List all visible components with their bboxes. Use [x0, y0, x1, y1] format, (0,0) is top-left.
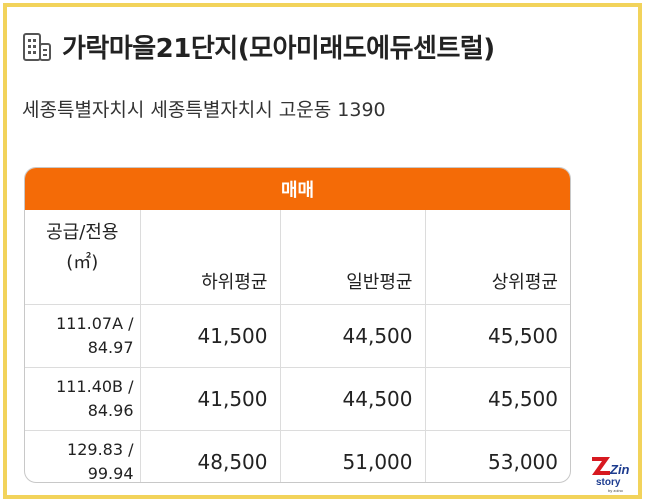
svg-text:story: story [596, 477, 621, 488]
low-average-cell: 41,500 [140, 367, 281, 431]
area-header-line1: 공급/전용 [46, 222, 119, 243]
mid-average-cell: 44,500 [280, 367, 426, 431]
price-table-card: 매매 공급/전용 (㎡) 하위평균 일반평균 상위평균 111.07A / [24, 167, 571, 483]
mid-average-cell: 44,500 [280, 304, 426, 368]
table-section-header: 매매 [25, 168, 570, 210]
title-row: 가락마을21단지(모아미래도에듀센트럴) [22, 28, 495, 65]
low-average-header: 하위평균 [140, 210, 281, 305]
high-average-cell: 45,500 [425, 304, 570, 368]
address-text: 세종특별자치시 세종특별자치시 고운동 1390 [22, 99, 386, 121]
area-cell: 111.07A / 84.97 [25, 304, 141, 368]
area-column-header: 공급/전용 (㎡) [25, 210, 141, 305]
high-average-cell: 53,000 [488, 450, 558, 474]
mid-average-cell: 51,000 [280, 430, 426, 482]
mid-average-header: 일반평균 [280, 210, 426, 305]
area-header-line2: (㎡) [66, 252, 99, 273]
exclusive-area: 84.96 [87, 401, 134, 420]
building-icon [23, 32, 51, 61]
svg-text:Zin: Zin [609, 462, 630, 477]
supply-area: 111.07A / [56, 314, 134, 333]
table-row: 111.07A / 84.97 41,500 44,500 45,500 [25, 304, 570, 368]
supply-area: 111.40B / [56, 377, 134, 396]
exclusive-area: 99.94 [87, 464, 134, 483]
low-average-cell: 48,500 [140, 430, 281, 482]
page-title: 가락마을21단지(모아미래도에듀센트럴) [62, 34, 495, 64]
supply-area: 129.83 / [67, 440, 134, 459]
exclusive-area: 84.97 [87, 338, 134, 357]
low-average-cell: 41,500 [140, 304, 281, 368]
zinstory-logo: Zin story by zoino [592, 457, 630, 493]
table-row: 129.83 / 99.94 48,500 51,000 53,000 [25, 430, 570, 483]
svg-text:by zoino: by zoino [608, 488, 624, 493]
table-header-row: 공급/전용 (㎡) 하위평균 일반평균 상위평균 [25, 210, 570, 305]
content-frame: 가락마을21단지(모아미래도에듀센트럴) 세종특별자치시 세종특별자치시 고운동… [3, 3, 642, 499]
table-row: 111.40B / 84.96 41,500 44,500 45,500 [25, 367, 570, 431]
area-cell: 111.40B / 84.96 [25, 367, 141, 431]
price-table: 공급/전용 (㎡) 하위평균 일반평균 상위평균 111.07A / 84.97… [25, 210, 570, 483]
area-cell: 129.83 / 99.94 [25, 430, 141, 483]
high-average-header: 상위평균 [425, 210, 570, 305]
high-average-cell: 45,500 [425, 367, 570, 431]
